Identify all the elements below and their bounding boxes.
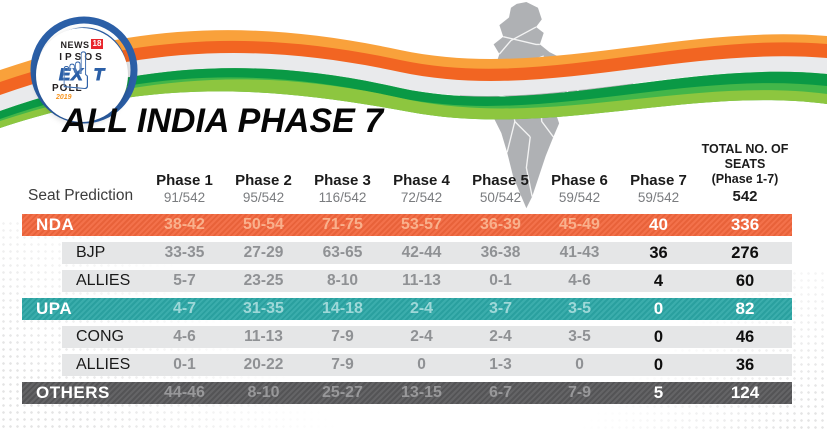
table-row-upa: UPA 4-7 31-35 14-18 2-4 3-7 3-5 0 82 — [22, 298, 792, 320]
row-label: UPA — [36, 299, 73, 318]
phase7-value: 0 — [653, 356, 664, 374]
row-label: ALLIES — [76, 272, 131, 289]
table-row-upa-allies: ALLIES 0-1 20-22 7-9 0 1-3 0 0 36 — [62, 354, 792, 376]
table-row-bjp: BJP 33-35 27-29 63-65 42-44 36-38 41-43 … — [62, 242, 792, 264]
phase7-value: 5 — [653, 383, 664, 402]
row-label: NDA — [36, 215, 75, 234]
total-value: 276 — [731, 244, 759, 262]
phase7-value: 0 — [653, 328, 664, 346]
column-header-phase-7: Phase 7 59/542 — [630, 172, 687, 205]
ipsos-label: IPSOS — [59, 52, 105, 63]
column-header-phase-4: Phase 4 72/542 — [393, 172, 450, 205]
phase7-value: 0 — [653, 299, 664, 318]
table-header-row: Seat Prediction Phase 1 91/542 Phase 2 9… — [22, 134, 792, 208]
exit-wordmark: EX T — [58, 65, 106, 84]
table-row-cong: CONG 4-6 11-13 7-9 2-4 2-4 3-5 0 46 — [62, 326, 792, 348]
news18-number-badge: 18 — [90, 39, 104, 49]
row-label: BJP — [76, 244, 106, 261]
news18-logo: NEWS 18 — [60, 39, 104, 51]
poll-wordmark: POLL — [52, 83, 83, 94]
phase7-value: 36 — [649, 244, 668, 262]
seat-prediction-header: Seat Prediction — [28, 187, 134, 204]
column-header-phase-2: Phase 2 95/542 — [235, 172, 292, 205]
seat-prediction-table: Seat Prediction Phase 1 91/542 Phase 2 9… — [22, 134, 792, 404]
row-label: OTHERS — [36, 383, 110, 402]
column-header-phase-1: Phase 1 91/542 — [156, 172, 213, 205]
total-value: 46 — [735, 328, 755, 346]
total-value: 82 — [735, 299, 755, 318]
column-header-phase-6: Phase 6 59/542 — [551, 172, 608, 205]
table-row-nda: NDA 38-42 50-54 71-75 53-57 36-39 45-49 … — [22, 214, 792, 236]
phase7-value: 40 — [649, 215, 668, 234]
exit-poll-logo: NEWS 18 IPSOS EX T POLL 2019 — [36, 28, 128, 122]
phase7-value: 4 — [653, 272, 664, 290]
row-label: ALLIES — [76, 356, 131, 373]
total-value: 36 — [735, 356, 755, 374]
row-label: CONG — [76, 328, 124, 345]
total-value: 60 — [735, 272, 755, 290]
tricolor-wave — [0, 30, 827, 128]
poll-year: 2019 — [56, 94, 72, 101]
voting-hand-icon: ☝ — [60, 42, 92, 102]
page-title: ALL INDIA PHASE 7 — [62, 102, 384, 140]
column-header-phase-5: Phase 5 50/542 — [472, 172, 529, 205]
total-value: 124 — [730, 383, 760, 402]
total-value: 336 — [730, 215, 760, 234]
column-header-phase-3: Phase 3 116/542 — [314, 172, 371, 205]
table-row-nda-allies: ALLIES 5-7 23-25 8-10 11-13 0-1 4-6 4 60 — [62, 270, 792, 292]
table-row-others: OTHERS 44-46 8-10 25-27 13-15 6-7 7-9 5 … — [22, 382, 792, 404]
news18-brand-text: NEWS — [60, 40, 90, 50]
column-header-total-seats: TOTAL NO. OF SEATS (Phase 1-7) 542 — [701, 142, 789, 206]
